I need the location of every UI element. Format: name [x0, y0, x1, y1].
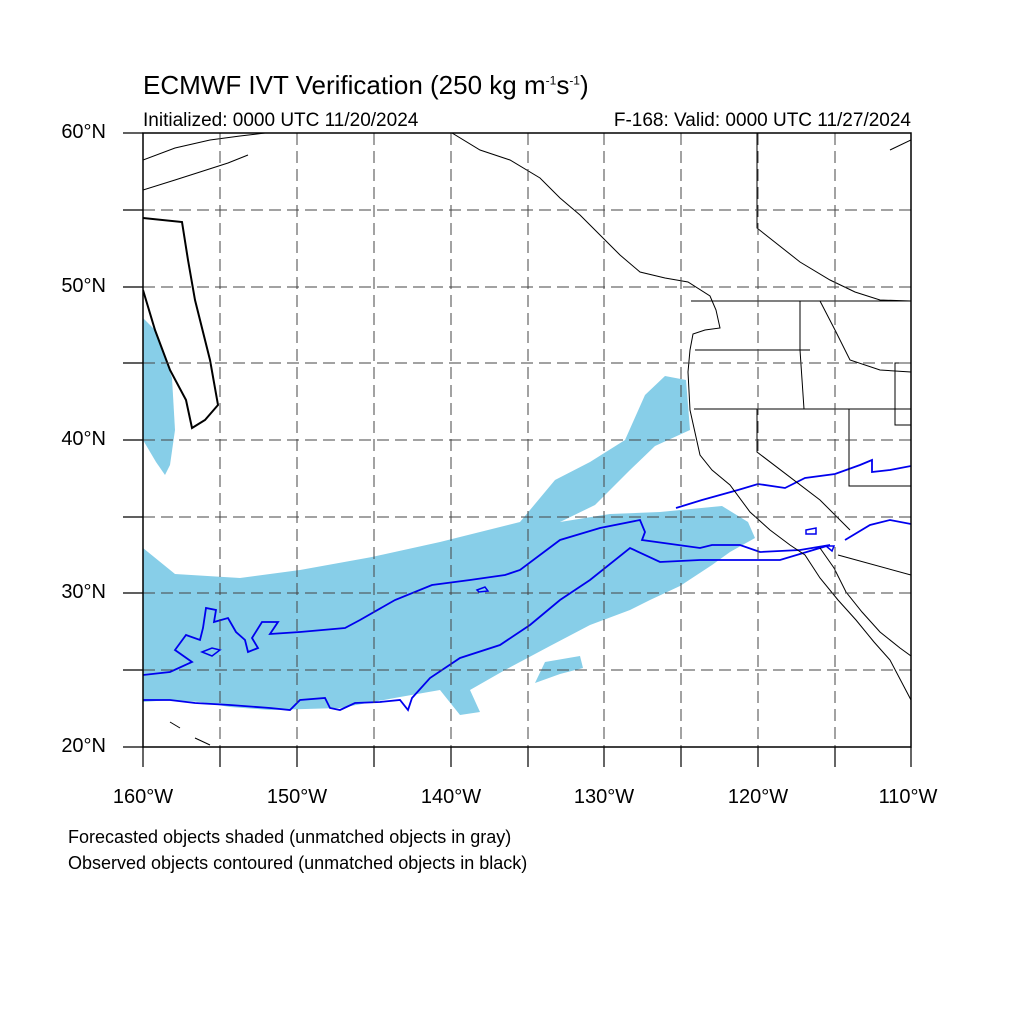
- observed-object-small-4: [823, 545, 836, 553]
- lat-label-40n: 40°N: [61, 428, 106, 450]
- lat-label-60n: 60°N: [61, 121, 106, 143]
- graticule: [143, 133, 911, 747]
- coastlines: [143, 133, 911, 746]
- lat-label-30n: 30°N: [61, 581, 106, 603]
- forecast-object-main: [143, 376, 755, 715]
- observed-object-small-3: [805, 527, 817, 535]
- lat-label-20n: 20°N: [61, 735, 106, 757]
- observed-object-small-2: [475, 586, 490, 593]
- legend-forecast: Forecasted objects shaded (unmatched obj…: [68, 827, 512, 847]
- axis-ticks: [123, 132, 912, 767]
- initialized-time: Initialized: 0000 UTC 11/20/2024: [143, 110, 419, 131]
- lon-label-150w: 150°W: [266, 786, 328, 808]
- lon-label-160w: 160°W: [112, 786, 174, 808]
- legend-observed: Observed objects contoured (unmatched ob…: [68, 853, 528, 873]
- forecast-object-north: [143, 318, 175, 475]
- valid-time: F-168: Valid: 0000 UTC 11/27/2024: [613, 110, 911, 131]
- lon-label-140w: 140°W: [420, 786, 482, 808]
- lon-label-120w: 120°W: [727, 786, 789, 808]
- lat-label-50n: 50°N: [61, 275, 106, 297]
- observed-object-east-2: [844, 519, 911, 541]
- lon-label-130w: 130°W: [573, 786, 635, 808]
- observed-object-small-1: [199, 647, 222, 657]
- observed-object-main: [143, 518, 831, 712]
- lon-label-110w: 110°W: [878, 786, 938, 808]
- observed-object-east: [675, 458, 911, 509]
- map-title: ECMWF IVT Verification (250 kg m-1s-1): [143, 70, 589, 100]
